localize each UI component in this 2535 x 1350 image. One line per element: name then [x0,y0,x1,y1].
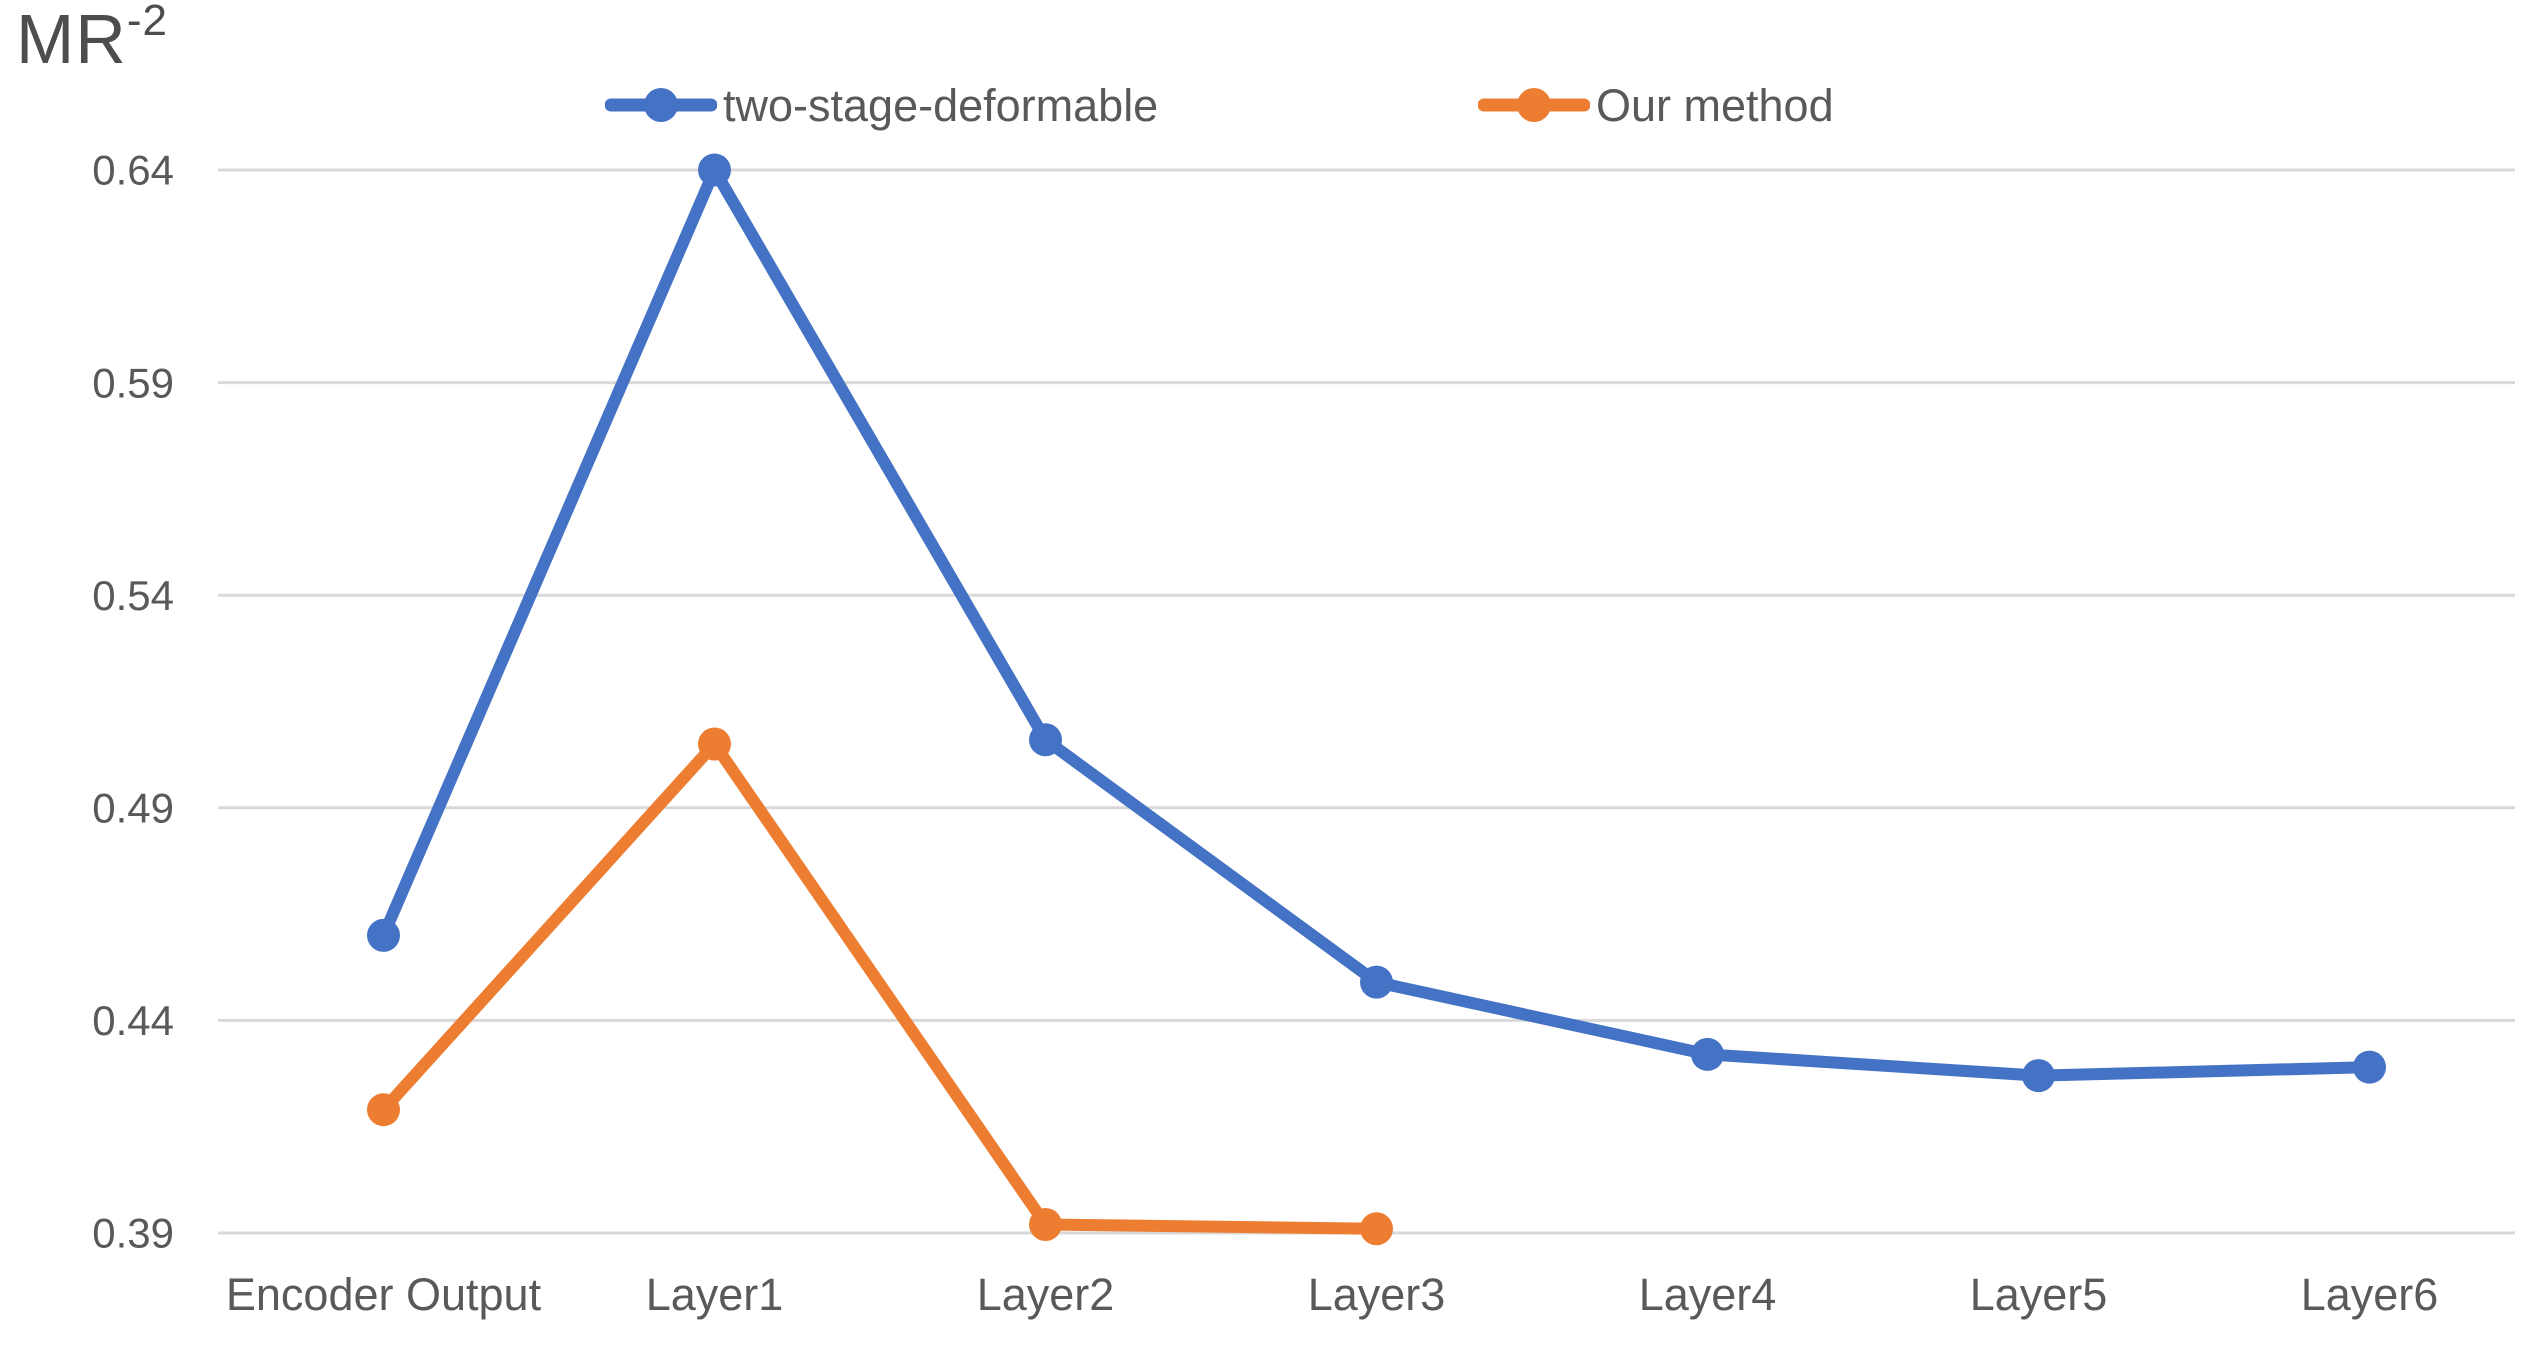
data-point-marker [1360,1212,1393,1246]
legend-label: Our method [1596,79,1834,131]
data-point-marker [2353,1050,2386,1084]
x-category-label: Encoder Output [226,1269,542,1320]
y-axis-title-exponent: -2 [126,0,168,45]
y-tick-label: 0.49 [92,785,174,832]
x-category-label: Layer4 [1639,1269,1777,1320]
data-point-marker [2022,1059,2055,1093]
legend-line-marker-icon [605,88,717,122]
y-tick-label: 0.39 [92,1210,174,1257]
x-category-label: Layer1 [646,1269,784,1320]
y-tick-label: 0.54 [92,572,174,619]
x-category-label: Layer5 [1970,1269,2108,1320]
y-axis-title: MR-2 [16,0,168,74]
data-point-marker [1029,1207,1062,1241]
legend-item-two-stage-deformable[interactable]: two-stage-deformable [605,80,1158,130]
x-category-label: Layer6 [2301,1269,2439,1320]
series-line-two-stage-deformable [377,164,2376,1082]
y-tick-label: 0.64 [92,147,174,194]
y-tick-label: 0.59 [92,359,174,406]
x-category-label: Layer2 [977,1269,1115,1320]
data-point-marker [698,153,731,187]
legend-item-our-method[interactable]: Our method [1478,80,1834,130]
legend-line-marker-icon [1478,88,1590,122]
series-line-our-method [377,738,1383,1235]
data-point-marker [698,727,731,761]
data-point-marker [1360,965,1393,999]
data-point-marker [1691,1037,1724,1071]
y-tick-label: 0.44 [92,997,174,1044]
data-point-marker [367,1093,400,1127]
legend-label: two-stage-deformable [723,79,1159,131]
data-point-marker [1029,723,1062,757]
y-axis-title-base: MR [16,0,127,78]
x-category-label: Layer3 [1308,1269,1446,1320]
data-point-marker [367,918,400,952]
